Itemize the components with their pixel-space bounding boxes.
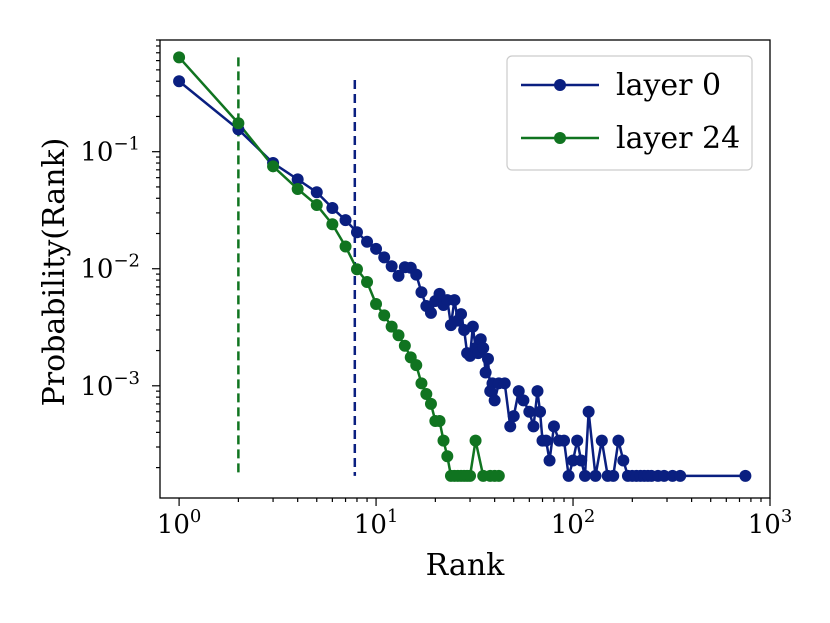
data-point-layer-0 — [448, 294, 461, 307]
y-tick-label: 10−2 — [80, 251, 140, 285]
data-point-layer-0 — [534, 405, 547, 418]
data-point-layer-0 — [612, 434, 625, 447]
x-tick-label: 103 — [748, 506, 793, 540]
reference-lines — [237, 57, 357, 476]
y-axis-label: Probability(Rank) — [37, 138, 72, 407]
data-point-layer-0 — [739, 469, 752, 482]
data-point-layer-0 — [350, 226, 363, 239]
data-point-layer-0 — [575, 454, 588, 467]
data-point-layer-24 — [370, 297, 383, 310]
data-point-layer-24 — [424, 397, 437, 410]
data-point-layer-0 — [582, 405, 595, 418]
data-point-layer-0 — [291, 173, 304, 186]
data-point-layer-24 — [232, 117, 245, 130]
data-point-layer-0 — [531, 385, 544, 398]
data-point-layer-24 — [173, 51, 186, 64]
data-point-layer-0 — [378, 251, 391, 264]
data-point-layer-0 — [498, 377, 511, 390]
x-axis-label: Rank — [426, 548, 505, 583]
data-point-layer-0 — [589, 469, 602, 482]
data-point-layer-0 — [173, 75, 186, 88]
y-tick-label: 10−3 — [80, 368, 140, 402]
data-point-layer-0 — [385, 260, 398, 273]
data-point-layer-24 — [410, 359, 423, 372]
data-point-layer-24 — [378, 309, 391, 322]
data-point-layer-0 — [571, 434, 584, 447]
data-point-layer-24 — [437, 434, 450, 447]
data-point-layer-24 — [441, 450, 454, 463]
x-tick-label: 102 — [551, 506, 596, 540]
x-tick-label: 101 — [354, 506, 399, 540]
data-point-layer-24 — [415, 377, 428, 390]
data-point-layer-0 — [410, 268, 423, 281]
data-point-layer-0 — [558, 434, 571, 447]
data-point-layer-24 — [385, 320, 398, 333]
data-point-layer-0 — [607, 469, 620, 482]
legend-marker-layer-24 — [554, 132, 566, 144]
data-point-layer-0 — [658, 469, 671, 482]
legend-label-layer-0: layer 0 — [616, 68, 721, 103]
data-point-layer-0 — [578, 469, 591, 482]
data-point-layer-0 — [466, 320, 479, 333]
data-point-layer-0 — [424, 306, 437, 319]
y-axis-ticks: 10−1 10−2 10−3 — [80, 39, 160, 469]
data-point-layer-0 — [392, 269, 405, 282]
data-point-layer-24 — [350, 263, 363, 276]
data-point-layer-0 — [540, 434, 553, 447]
data-point-layer-0 — [370, 242, 383, 255]
data-point-layer-0 — [543, 454, 556, 467]
legend-marker-layer-0 — [554, 79, 566, 91]
data-point-layer-0 — [415, 286, 428, 299]
data-point-layer-0 — [479, 366, 492, 379]
data-point-layer-0 — [595, 434, 608, 447]
y-tick-label: 10−1 — [80, 134, 140, 168]
data-point-layer-24 — [291, 183, 304, 196]
x-tick-label: 100 — [157, 506, 202, 540]
data-point-layer-0 — [477, 342, 490, 355]
data-point-layer-24 — [326, 218, 339, 231]
data-point-layer-0 — [517, 394, 530, 407]
data-point-layer-24 — [361, 276, 374, 289]
data-point-layer-0 — [310, 186, 323, 199]
data-point-layer-24 — [392, 329, 405, 342]
data-point-layer-24 — [469, 434, 482, 447]
data-point-layer-24 — [420, 388, 433, 401]
data-point-layer-24 — [492, 469, 505, 482]
data-point-layer-24 — [433, 415, 446, 428]
data-point-layer-24 — [310, 199, 323, 212]
data-point-layer-0 — [339, 214, 352, 227]
x-axis-ticks: 100 101 102 103 — [157, 498, 792, 540]
data-point-layer-0 — [455, 308, 468, 321]
data-point-layer-0 — [507, 410, 520, 423]
data-point-layer-24 — [398, 339, 411, 352]
data-point-layer-0 — [617, 454, 630, 467]
data-point-layer-0 — [504, 420, 517, 433]
data-point-layer-0 — [523, 405, 536, 418]
data-point-layer-0 — [488, 394, 501, 407]
data-point-layer-0 — [481, 352, 494, 365]
legend-label-layer-24: layer 24 — [616, 121, 740, 156]
data-point-layer-0 — [361, 235, 374, 248]
data-point-layer-0 — [512, 385, 525, 398]
data-point-layer-0 — [547, 420, 560, 433]
data-point-layer-0 — [326, 202, 339, 215]
data-point-layer-0 — [527, 420, 540, 433]
legend: layer 0 layer 24 — [506, 55, 753, 171]
data-point-layer-0 — [674, 469, 687, 482]
data-point-layer-24 — [267, 160, 280, 173]
data-point-layer-24 — [339, 240, 352, 253]
data-point-layer-24 — [464, 469, 477, 482]
series-points — [173, 51, 752, 482]
data-point-layer-0 — [562, 469, 575, 482]
